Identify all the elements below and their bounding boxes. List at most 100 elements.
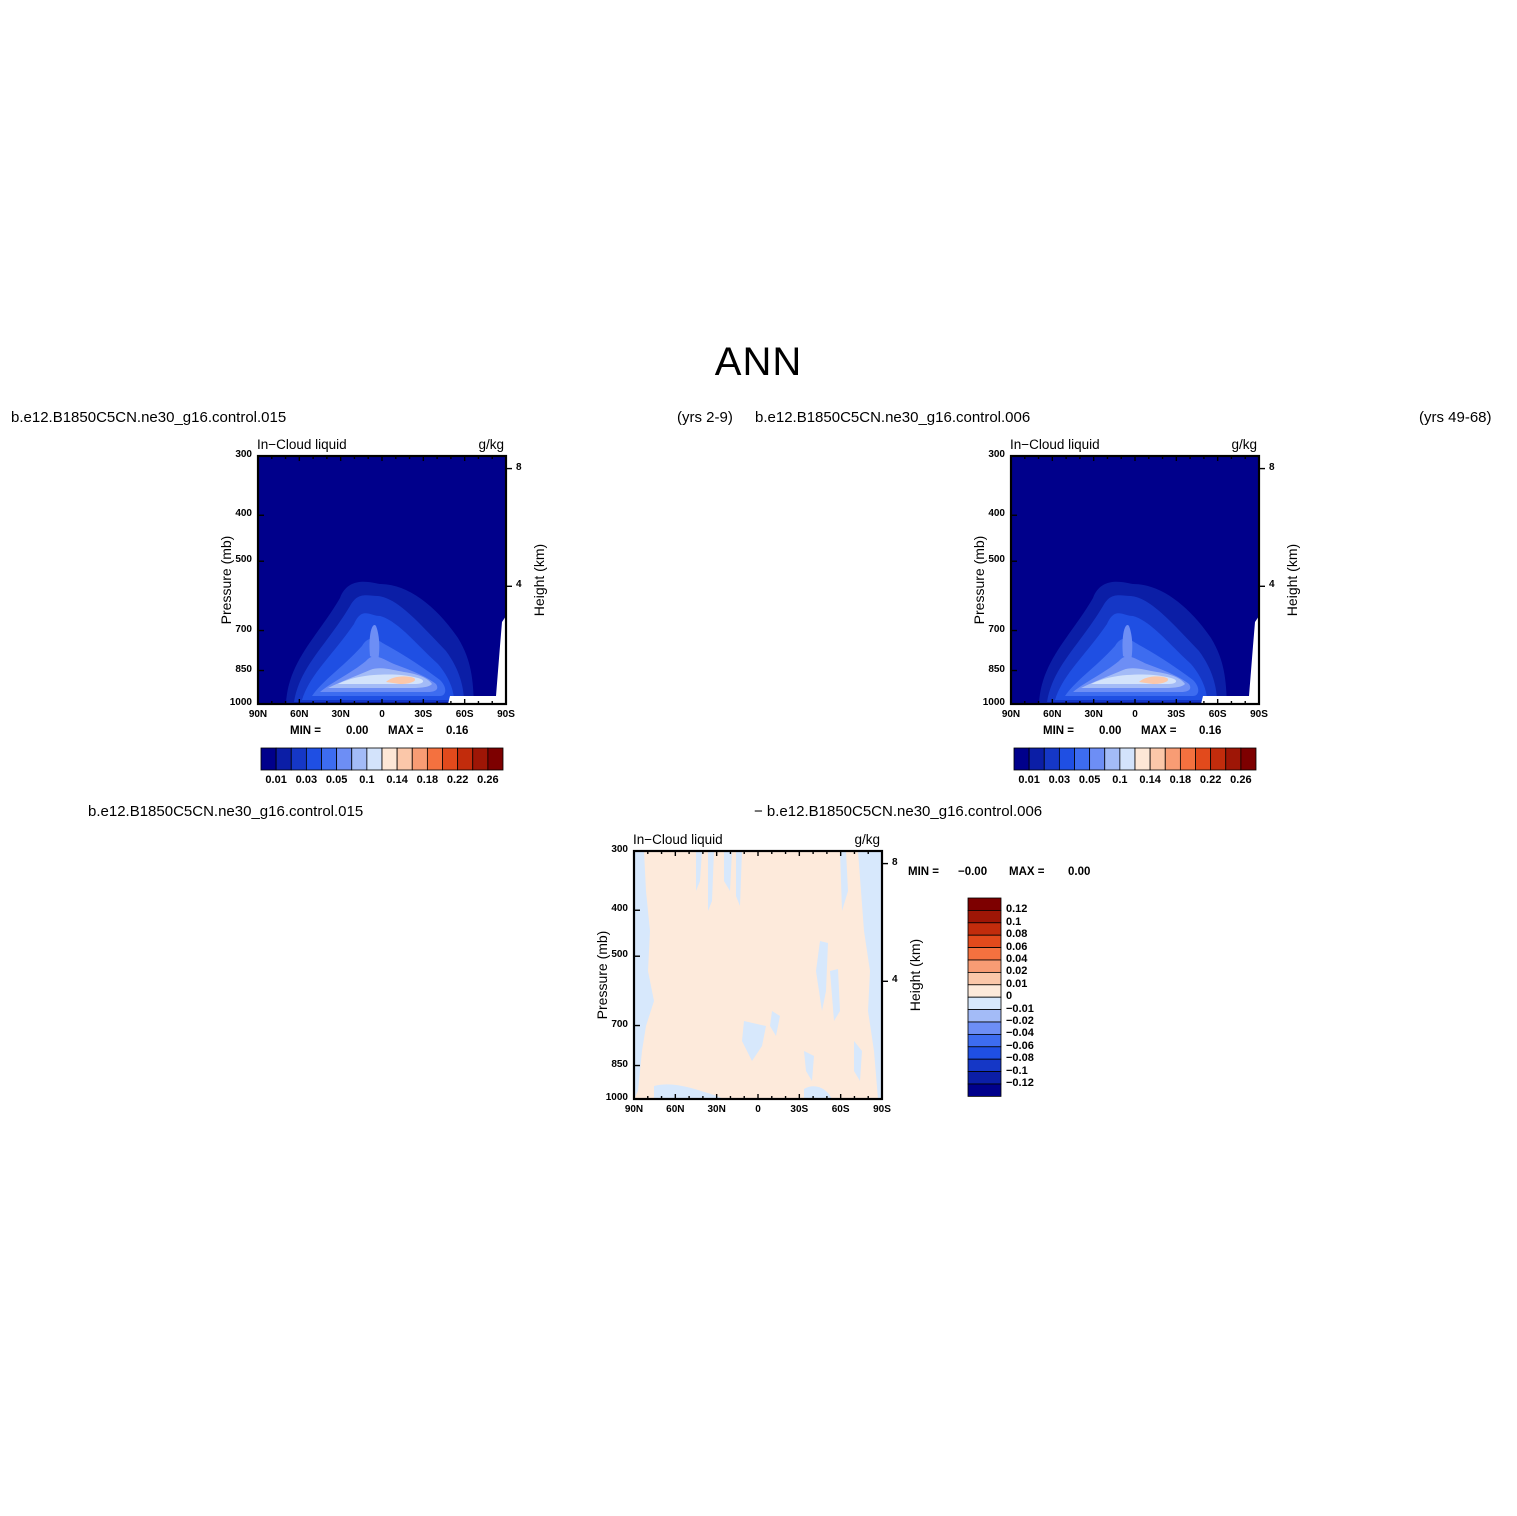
colorbar-swatch	[1013, 747, 1030, 771]
colorbar-label: 0	[1006, 990, 1013, 1003]
colorbar-swatch	[1119, 747, 1136, 771]
contour-updraft	[369, 625, 380, 661]
colorbar-swatch	[366, 747, 383, 771]
main-title: ANN	[714, 340, 803, 384]
axes-ticks-bottom-difference	[633, 850, 888, 1100]
colorbar-swatch	[967, 897, 1002, 911]
contour-plot-top-left	[256, 454, 508, 706]
height-tick-label: 4	[1269, 579, 1275, 591]
y-tick-label: 400	[611, 903, 628, 915]
min-label: MIN =	[290, 725, 321, 737]
colorbar-swatch	[442, 747, 459, 771]
colorbar-label: 0.01	[1006, 977, 1028, 990]
x-tick-label: 0	[755, 1104, 761, 1115]
x-tick-label: 90S	[1250, 709, 1268, 720]
x-tick-label: 60N	[1043, 709, 1062, 720]
colorbar-swatch	[967, 1071, 1002, 1085]
colorbar-swatch	[967, 1083, 1002, 1097]
colorbar-label: 0.1	[1112, 774, 1128, 786]
colorbar-swatch	[967, 996, 1002, 1010]
x-tick-label: 60N	[290, 709, 309, 720]
colorbar-bottom-difference	[967, 897, 1002, 1097]
colorbar-label: 0.06	[1006, 940, 1028, 953]
colorbar-swatch	[1164, 747, 1181, 771]
years-right-header: (yrs 49-68)	[1419, 409, 1492, 426]
colorbar-label: 0.26	[477, 774, 499, 786]
contour-background	[634, 851, 882, 1099]
y-tick-label: 1000	[605, 1092, 628, 1103]
years-left-header: (yrs 2-9)	[677, 409, 733, 426]
colorbar-swatch	[411, 747, 428, 771]
colorbar-swatch	[1134, 747, 1151, 771]
case-left-header: b.e12.B1850C5CN.ne30_g16.control.015	[11, 409, 287, 426]
colorbar-label: 0.22	[446, 774, 469, 786]
colorbar-label: 0.26	[1230, 774, 1252, 786]
colorbar-swatch	[321, 747, 338, 771]
plot-units: g/kg	[854, 832, 880, 847]
axes-ticks-top-right	[1010, 455, 1265, 705]
colorbar-label: 0.04	[1006, 953, 1028, 965]
contour-level-8	[1139, 676, 1169, 684]
y-axis-label-right: Height (km)	[1284, 543, 1300, 617]
colorbar-swatch	[260, 747, 277, 771]
colorbar-swatch	[1149, 747, 1166, 771]
negative-diff-region-10	[742, 1021, 766, 1061]
negative-diff-region-9	[830, 969, 840, 1021]
colorbar-swatch	[967, 909, 1002, 924]
height-tick-label: 4	[892, 974, 898, 986]
colorbar-label: −0.12	[1006, 1077, 1034, 1089]
height-tick-label: 8	[892, 856, 898, 868]
y-tick-label: 500	[611, 949, 628, 961]
colorbar-label: 0.08	[1006, 928, 1028, 941]
colorbar-swatch	[967, 1046, 1002, 1060]
colorbar-swatch	[967, 1058, 1002, 1072]
x-tick-label: 30N	[331, 709, 350, 720]
max-value: 0.16	[446, 725, 469, 737]
min-value: 0.00	[1099, 725, 1122, 737]
colorbar-label: 0.1	[1006, 915, 1022, 928]
colorbar-swatch	[472, 747, 489, 771]
plot-title-left: In−Cloud liquid	[633, 832, 723, 847]
negative-diff-region-11	[770, 1011, 780, 1036]
colorbar-swatch	[967, 971, 1002, 986]
max-label: MAX =	[1141, 725, 1177, 737]
height-tick-label: 8	[516, 461, 522, 473]
plot-title-left: In−Cloud liquid	[257, 437, 347, 452]
axes-ticks-top-left	[257, 455, 512, 705]
x-tick-label: 60N	[666, 1104, 685, 1115]
negative-diff-region-13	[654, 1084, 724, 1099]
negative-diff-region-3	[708, 851, 714, 911]
y-tick-label: 850	[611, 1058, 628, 1070]
colorbar-label: 0.14	[1139, 774, 1161, 786]
colorbar-swatch	[967, 934, 1002, 948]
negative-diff-region-8	[816, 941, 828, 1011]
colorbar-top-left	[260, 747, 504, 771]
y-tick-label: 400	[235, 508, 252, 520]
colorbar-swatch	[487, 747, 504, 771]
colorbar-swatch	[1179, 747, 1196, 771]
colorbar-swatch	[457, 747, 474, 771]
contour-updraft	[1122, 625, 1133, 661]
diff-case-right-header: − b.e12.B1850C5CN.ne30_g16.control.006	[754, 803, 1043, 820]
colorbar-label: 0.05	[325, 774, 348, 786]
min-value: 0.00	[346, 725, 369, 737]
x-tick-label: 60S	[831, 1104, 850, 1115]
colorbar-swatch	[275, 747, 292, 771]
y-tick-label: 300	[611, 844, 628, 855]
y-axis-label: Pressure (mb)	[971, 535, 987, 625]
height-tick-label: 4	[516, 579, 522, 591]
colorbar-label: 0.05	[1078, 774, 1101, 786]
y-tick-label: 1000	[229, 697, 252, 708]
x-tick-label: 0	[1132, 709, 1138, 720]
colorbar-label: −0.08	[1006, 1052, 1034, 1065]
x-tick-label: 30N	[707, 1104, 726, 1115]
y-tick-label: 700	[988, 623, 1005, 635]
colorbar-swatch	[1028, 747, 1045, 771]
negative-diff-region-5	[736, 851, 742, 906]
colorbar-swatch	[396, 747, 413, 771]
colorbar-label: 0.12	[1006, 903, 1028, 916]
colorbar-swatch	[967, 1033, 1002, 1048]
x-tick-label: 30N	[1084, 709, 1103, 720]
colorbar-swatch	[290, 747, 307, 771]
contour-plot-top-right	[1009, 454, 1261, 706]
